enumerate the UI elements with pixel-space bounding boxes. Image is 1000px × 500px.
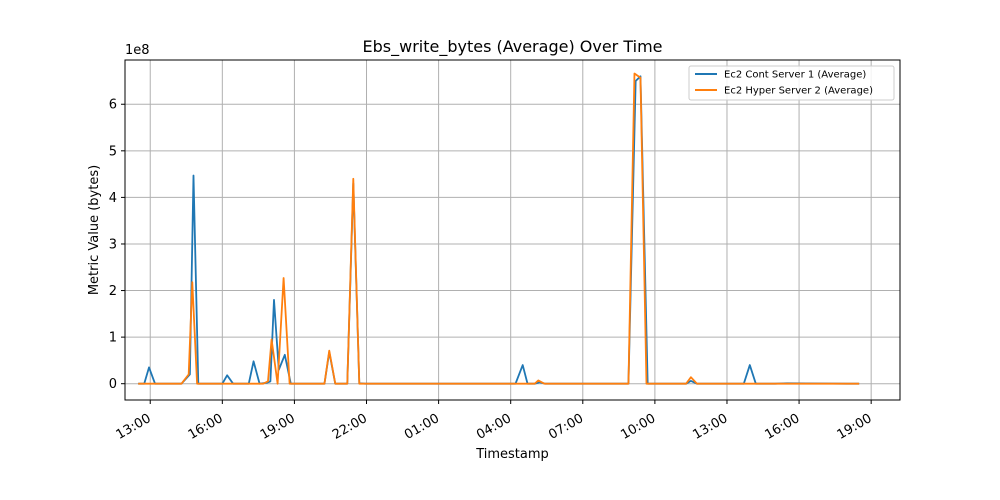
y-axis-label: Metric Value (bytes) (87, 165, 102, 295)
series-line-2 (138, 72, 860, 385)
grid (125, 60, 900, 400)
y-tick-label-0: 0 (109, 377, 117, 392)
y-tick-label-2: 2 (109, 284, 117, 299)
y-tick-label-6: 6 (109, 98, 117, 113)
legend-box (688, 65, 895, 101)
plot-frame (124, 59, 901, 401)
y-tick-label-3: 3 (109, 237, 117, 252)
legend-label-series-2: Ec2 Hyper Server 2 (Average) (724, 86, 873, 97)
legend-label-series-1: Ec2 Cont Server 1 (Average) (724, 70, 866, 81)
x-axis-label: Timestamp (475, 447, 549, 462)
series-lines (138, 72, 860, 385)
y-tick-label-5: 5 (109, 144, 117, 159)
y-axis-multiplier: 1e8 (125, 43, 150, 58)
chart-title: Ebs_write_bytes (Average) Over Time (363, 37, 663, 57)
legend: Ec2 Cont Server 1 (Average) Ec2 Hyper Se… (688, 65, 895, 101)
y-tick-label-1: 1 (109, 331, 117, 346)
y-tick-label-4: 4 (109, 191, 117, 206)
